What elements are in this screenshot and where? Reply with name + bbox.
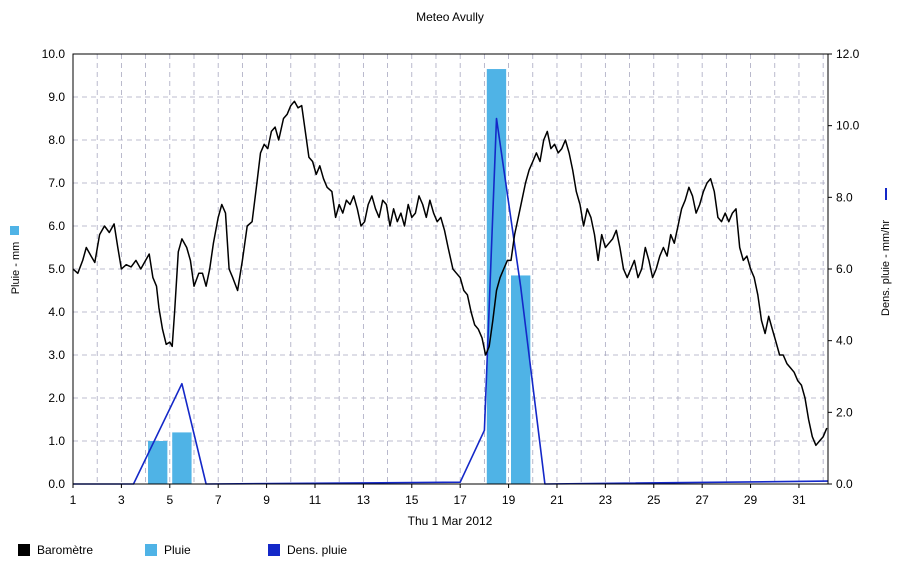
pluie-bar bbox=[486, 69, 507, 485]
y-axis-left-marker bbox=[10, 226, 19, 235]
x-tick-label: 29 bbox=[744, 493, 758, 507]
y-tick-label-left: 2.0 bbox=[48, 391, 65, 405]
legend-item-dens: Dens. pluie bbox=[268, 543, 347, 557]
x-tick-label: 23 bbox=[599, 493, 613, 507]
pluie-bar bbox=[172, 432, 192, 484]
y-tick-label-right: 2.0 bbox=[836, 405, 853, 419]
legend-item-barometre: Baromètre bbox=[18, 543, 93, 557]
y-tick-label-left: 0.0 bbox=[48, 477, 65, 491]
pluie-bar bbox=[510, 275, 531, 484]
y-tick-label-left: 6.0 bbox=[48, 219, 65, 233]
x-tick-label: 31 bbox=[792, 493, 806, 507]
x-tick-label: 27 bbox=[695, 493, 709, 507]
y-tick-label-right: 0.0 bbox=[836, 477, 853, 491]
grid bbox=[73, 54, 828, 484]
y-axis-right-marker bbox=[885, 188, 887, 200]
chart-title: Meteo Avully bbox=[416, 10, 484, 24]
x-tick-label: 11 bbox=[309, 493, 322, 507]
barometre-line bbox=[72, 100, 828, 447]
y-axis-left-title: Pluie - mm bbox=[10, 241, 22, 295]
y-tick-label-left: 5.0 bbox=[48, 262, 65, 276]
y-tick-label-right: 10.0 bbox=[836, 119, 860, 133]
x-tick-label: 21 bbox=[550, 493, 564, 507]
legend-label-barometre: Baromètre bbox=[37, 543, 94, 557]
x-tick-label: 1 bbox=[70, 493, 77, 507]
legend-swatch-barometre bbox=[18, 544, 30, 556]
x-tick-label: 17 bbox=[453, 493, 467, 507]
x-tick-label: 25 bbox=[647, 493, 661, 507]
legend: Baromètre Pluie Dens. pluie bbox=[0, 543, 900, 569]
y-tick-label-left: 4.0 bbox=[48, 305, 65, 319]
y-tick-label-left: 7.0 bbox=[48, 176, 65, 190]
y-tick-label-right: 8.0 bbox=[836, 190, 853, 204]
axis-ticks: 1 3 5 7 9 11 13 15 17 19 21 23 25 27 29 310.01.02.03.04… bbox=[42, 47, 860, 507]
legend-item-pluie: Pluie bbox=[145, 543, 191, 557]
y-tick-label-left: 9.0 bbox=[48, 90, 65, 104]
x-tick-label: 9 bbox=[263, 493, 270, 507]
legend-label-pluie: Pluie bbox=[164, 543, 191, 557]
y-tick-label-right: 12.0 bbox=[836, 47, 860, 61]
y-tick-label-left: 3.0 bbox=[48, 348, 65, 362]
series-lines bbox=[72, 100, 829, 485]
legend-swatch-dens bbox=[268, 544, 280, 556]
x-tick-label: 13 bbox=[357, 493, 371, 507]
pluie-bars bbox=[148, 69, 531, 485]
y-tick-label-left: 10.0 bbox=[42, 47, 66, 61]
x-axis-title: Thu 1 Mar 2012 bbox=[408, 514, 493, 528]
pluie-bar bbox=[148, 441, 168, 484]
y-tick-label-right: 6.0 bbox=[836, 262, 853, 276]
legend-swatch-pluie bbox=[145, 544, 157, 556]
y-axis-right-title: Dens. pluie - mm/hr bbox=[880, 220, 892, 316]
dens-pluie-line bbox=[73, 117, 829, 485]
x-tick-label: 15 bbox=[405, 493, 419, 507]
x-tick-label: 5 bbox=[166, 493, 173, 507]
y-tick-label-right: 4.0 bbox=[836, 334, 853, 348]
x-tick-label: 7 bbox=[215, 493, 222, 507]
y-tick-label-left: 8.0 bbox=[48, 133, 65, 147]
legend-label-dens: Dens. pluie bbox=[287, 543, 348, 557]
x-tick-label: 3 bbox=[118, 493, 125, 507]
x-tick-label: 19 bbox=[502, 493, 516, 507]
y-tick-label-left: 1.0 bbox=[48, 434, 65, 448]
